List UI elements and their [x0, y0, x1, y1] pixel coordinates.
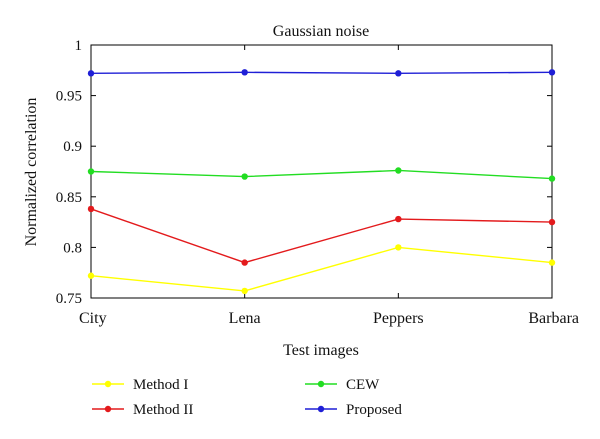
data-point — [241, 173, 248, 180]
legend-label: CEW — [346, 377, 380, 393]
data-point — [548, 259, 556, 266]
legend-marker — [317, 405, 325, 413]
x-tick-label: Barbara — [528, 310, 579, 327]
legend-label: Method I — [133, 377, 188, 393]
plot-area — [90, 44, 553, 299]
legend-label: Proposed — [346, 402, 402, 418]
legend-marker — [317, 380, 325, 388]
data-point — [87, 70, 95, 77]
legend-marker — [104, 380, 112, 388]
legend: Method I Method II CEW Proposed — [92, 377, 402, 418]
legend-marker — [104, 405, 112, 413]
series-lines — [87, 69, 556, 295]
y-axis-label: Normalized correlation — [23, 98, 40, 247]
series-line — [90, 169, 553, 180]
series-line — [90, 71, 553, 75]
data-point — [87, 272, 95, 279]
data-point — [241, 259, 248, 266]
data-point — [395, 244, 402, 251]
y-tick-label: 0.95 — [56, 89, 82, 105]
axis-ticks: 0.75 0.8 0.85 0.9 0.95 1 City Lena Peppers Barbar… — [56, 38, 579, 327]
x-tick-label: Peppers — [373, 310, 424, 327]
data-point — [548, 218, 556, 226]
data-point — [241, 69, 248, 76]
data-point — [548, 175, 556, 182]
data-point — [395, 167, 402, 174]
y-tick-label: 0.85 — [56, 190, 82, 206]
y-tick-label: 1 — [75, 38, 83, 54]
data-point — [395, 215, 402, 223]
data-point — [241, 287, 248, 295]
series-line — [90, 246, 553, 292]
data-point — [548, 69, 556, 76]
series-line — [90, 208, 553, 264]
x-tick-label: Lena — [229, 310, 261, 327]
chart-title: Gaussian noise — [273, 23, 369, 40]
plot-frame — [90, 44, 553, 299]
x-axis-label: Test images — [283, 342, 359, 359]
x-tick-label: City — [79, 310, 107, 327]
legend-label: Method II — [133, 402, 193, 418]
y-tick-label: 0.75 — [56, 291, 82, 307]
data-point — [87, 168, 95, 175]
data-point — [87, 205, 95, 213]
y-tick-label: 0.9 — [63, 139, 82, 155]
data-point — [395, 70, 402, 77]
y-tick-label: 0.8 — [63, 240, 82, 256]
